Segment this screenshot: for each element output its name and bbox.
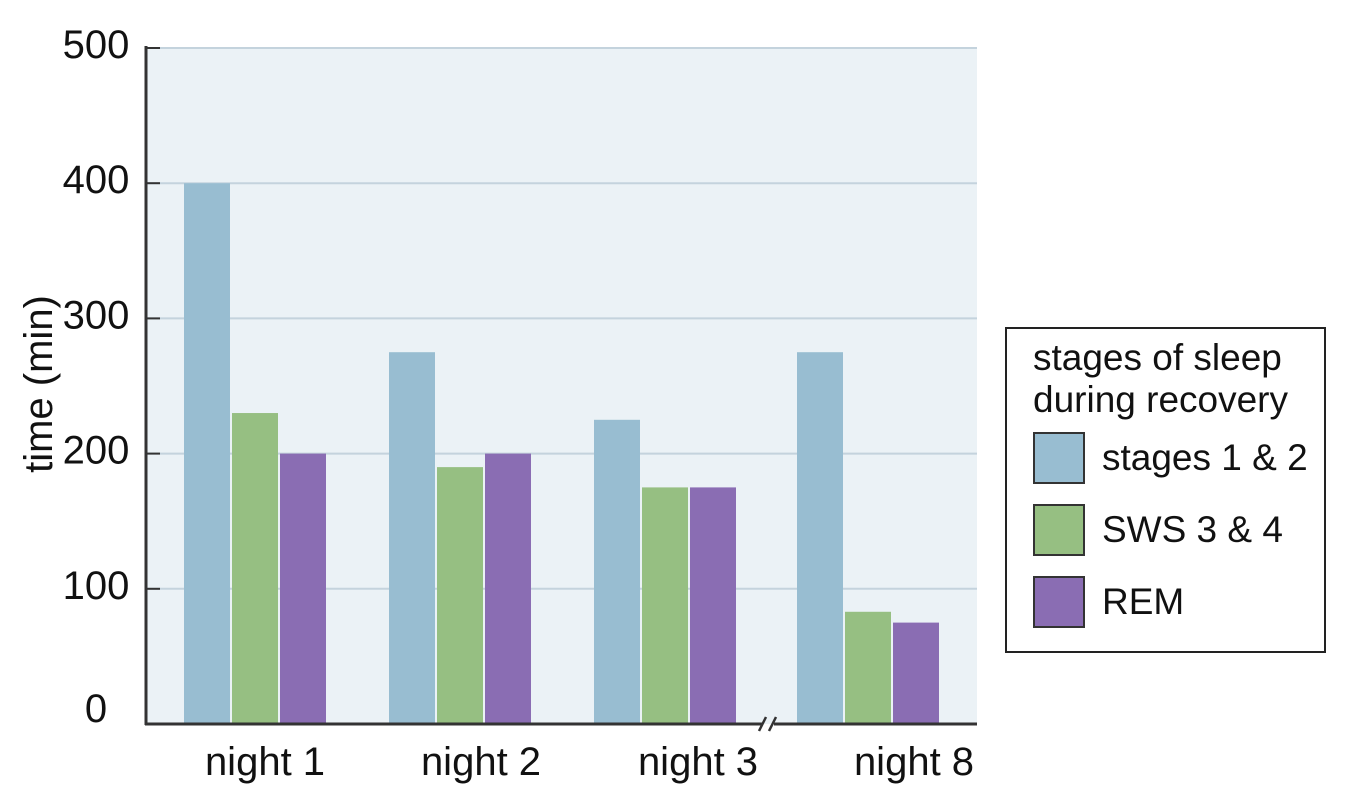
legend-item-sws-3-4: SWS 3 & 4 (1033, 504, 1333, 558)
legend-item-stages-1-2: stages 1 & 2 (1033, 432, 1333, 486)
y-tick-label-400: 400 (63, 158, 130, 202)
bar-night-1-rem (280, 453, 326, 724)
legend-label-sws-3-4: SWS 3 & 4 (1102, 509, 1283, 550)
x-category-labels: night 1 night 2 night 3 night 8 (205, 740, 974, 784)
bar-night-3-sws-3-4 (642, 487, 688, 724)
bars (184, 183, 939, 724)
bar-night-8-stages-1-2 (797, 352, 843, 724)
y-tick-labels: 0 100 200 300 400 500 (63, 23, 130, 731)
bar-night-3-rem (690, 487, 736, 724)
legend-swatch-stages-1-2 (1033, 432, 1085, 484)
bar-night-8-sws-3-4 (845, 611, 891, 724)
axis-break-mark-right (767, 716, 778, 732)
x-category-label-night-3: night 3 (638, 740, 758, 784)
legend-item-rem: REM (1033, 576, 1333, 630)
bar-night-2-rem (485, 453, 531, 724)
y-tick-label-100: 100 (63, 564, 130, 608)
y-axis-title: time (min) (17, 295, 61, 473)
legend-title-line-1: stages of sleep (1033, 337, 1282, 378)
y-tick-label-300: 300 (63, 293, 130, 337)
axes (144, 46, 977, 732)
x-category-label-night-8: night 8 (854, 740, 974, 784)
axis-break-mark-left (757, 716, 768, 732)
bar-night-2-sws-3-4 (437, 467, 483, 724)
legend-title-line-2: during recovery (1033, 379, 1289, 420)
legend-title: stages of sleep during recovery (1033, 337, 1288, 421)
legend-swatch-sws-3-4 (1033, 504, 1085, 556)
legend-swatch-rem (1033, 576, 1085, 628)
y-tick-label-0: 0 (85, 687, 107, 731)
bar-night-1-sws-3-4 (232, 413, 278, 724)
legend: stages of sleep during recovery stages 1… (1005, 327, 1326, 653)
bar-night-2-stages-1-2 (389, 352, 435, 724)
x-category-label-night-2: night 2 (421, 740, 541, 784)
bar-night-3-stages-1-2 (594, 419, 640, 724)
legend-label-stages-1-2: stages 1 & 2 (1102, 437, 1308, 478)
y-tick-label-500: 500 (63, 23, 130, 67)
bar-night-1-stages-1-2 (184, 183, 230, 724)
y-tick-label-200: 200 (63, 429, 130, 473)
bar-night-8-rem (893, 622, 939, 724)
legend-label-rem: REM (1102, 581, 1185, 622)
x-category-label-night-1: night 1 (205, 740, 325, 784)
